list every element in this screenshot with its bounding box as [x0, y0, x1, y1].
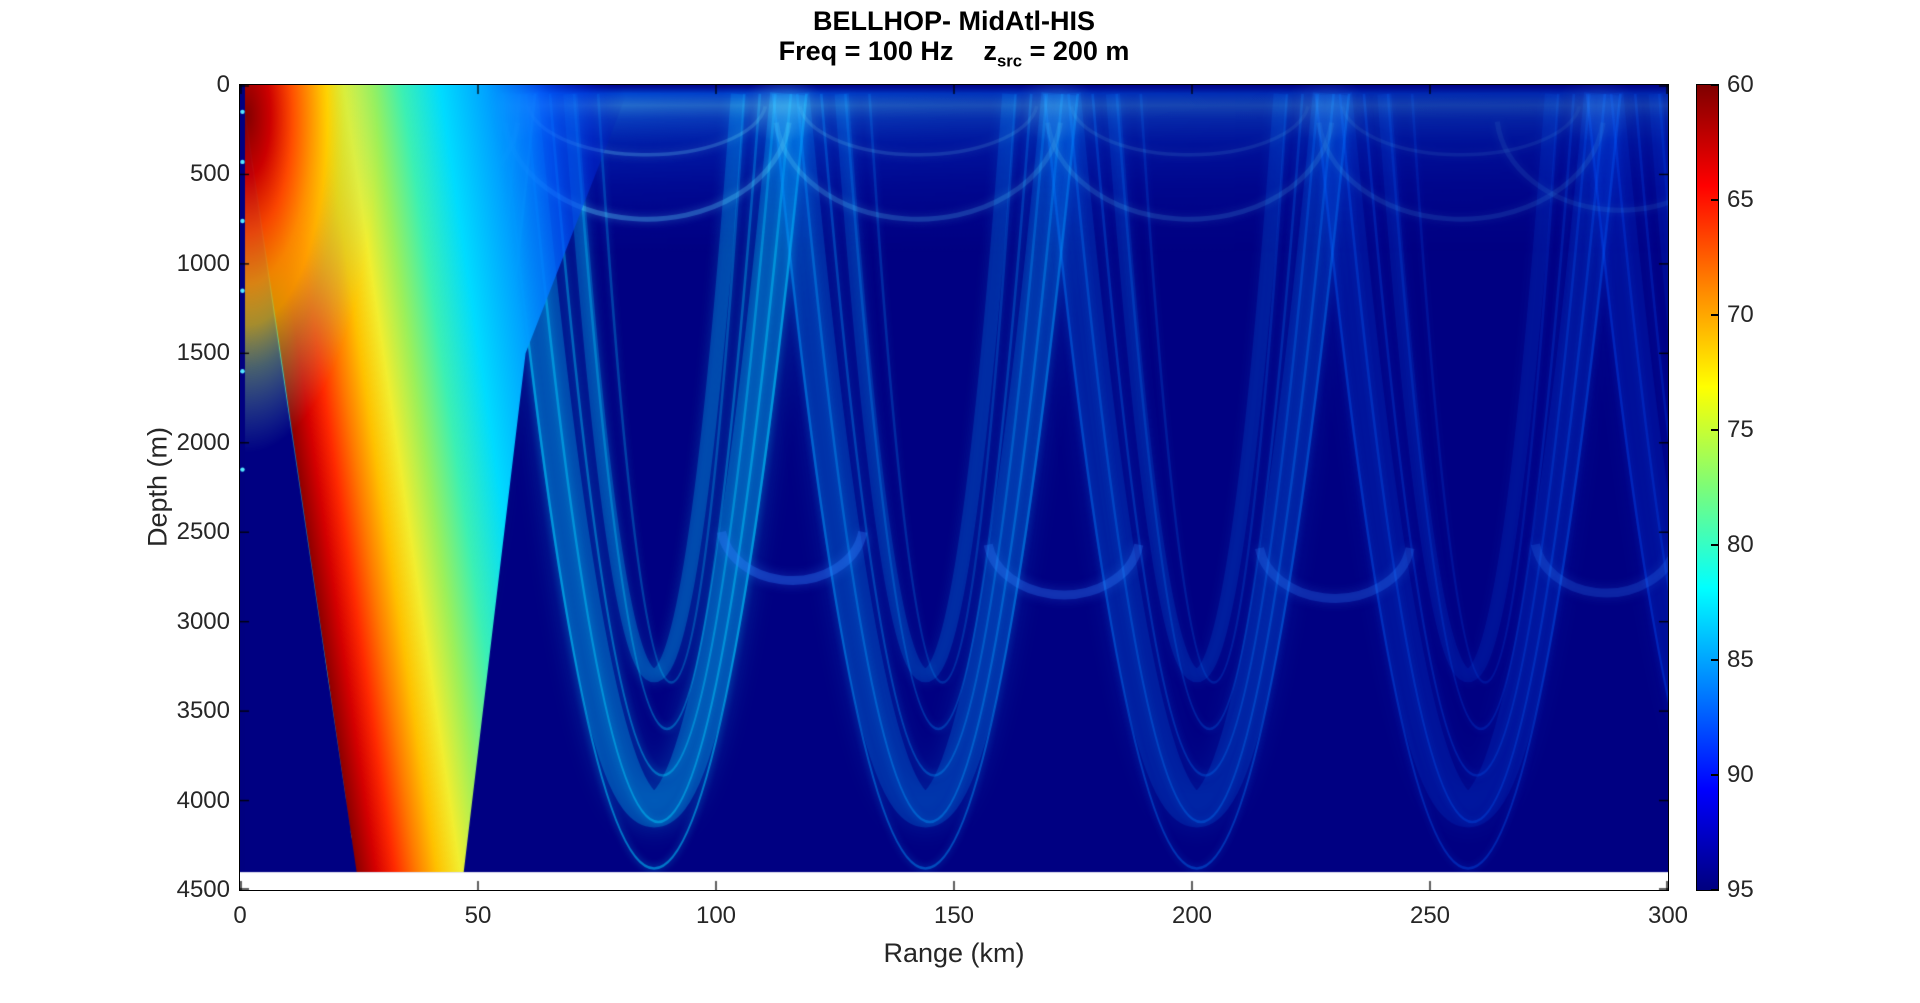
- colorbar-tick-label: 70: [1727, 301, 1754, 328]
- y-tick-label: 3000: [176, 607, 230, 635]
- subtitle-subscript: src: [996, 51, 1023, 71]
- colorbar-tick-mark: [1711, 314, 1718, 316]
- y-tick-label: 2000: [176, 428, 230, 456]
- x-tick-label: 50: [464, 902, 492, 929]
- colorbar-tick-mark: [1711, 429, 1718, 431]
- y-tick-label: 3500: [176, 697, 230, 725]
- colorbar-tick-label: 80: [1727, 531, 1754, 558]
- colorbar-tick-mark: [1711, 544, 1718, 546]
- y-tick-label: 4000: [176, 786, 230, 814]
- x-tick-label: 250: [1409, 902, 1451, 929]
- plot-area: [239, 84, 1669, 891]
- colorbar-tick-mark: [1711, 659, 1718, 661]
- subtitle-suffix: = 200 m: [1022, 36, 1130, 66]
- colorbar-tick-mark: [1711, 889, 1718, 891]
- colorbar-tick-label: 95: [1727, 876, 1754, 903]
- x-tick-label: 100: [695, 902, 737, 929]
- x-tick-label: 200: [1171, 902, 1213, 929]
- x-axis-label: Range (km): [883, 938, 1025, 968]
- colorbar-tick-label: 65: [1727, 186, 1754, 213]
- colorbar-tick-label: 90: [1727, 761, 1754, 788]
- y-tick-label: 0: [216, 71, 230, 98]
- transmission-loss-heatmap: [240, 85, 1668, 890]
- subtitle-prefix: Freq = 100 Hz z: [778, 36, 997, 66]
- y-tick-label: 500: [189, 160, 230, 188]
- y-tick-label: 2500: [176, 518, 230, 546]
- x-tick-label: 0: [233, 902, 247, 929]
- colorbar-tick-label: 60: [1727, 71, 1754, 98]
- colorbar-tick-mark: [1711, 84, 1718, 86]
- y-axis-label: Depth (m): [142, 426, 173, 548]
- colorbar-tick-label: 85: [1727, 646, 1754, 673]
- colorbar-tick-label: 75: [1727, 416, 1754, 443]
- x-tick-label: 150: [933, 902, 975, 929]
- y-tick-label: 1000: [176, 249, 230, 277]
- colorbar: [1696, 84, 1719, 891]
- chart-title: BELLHOP- MidAtl-HIS: [813, 6, 1095, 36]
- title-block: BELLHOP- MidAtl-HIS Freq = 100 Hz zsrc =…: [240, 6, 1668, 76]
- x-tick-label: 300: [1647, 902, 1689, 929]
- chart-subtitle: Freq = 100 Hz zsrc = 200 m: [240, 36, 1668, 76]
- colorbar-tick-mark: [1711, 774, 1718, 776]
- y-tick-label: 4500: [176, 876, 230, 903]
- colorbar-tick-mark: [1711, 199, 1718, 201]
- y-tick-label: 1500: [176, 339, 230, 367]
